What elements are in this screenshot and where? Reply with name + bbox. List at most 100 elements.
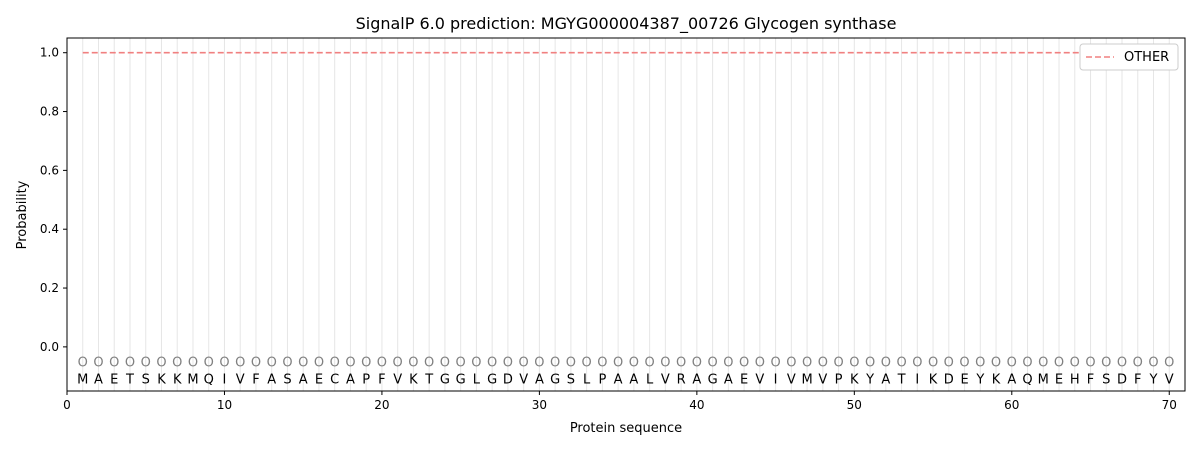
region-marker: O (629, 356, 639, 371)
residue-label: D (503, 372, 513, 387)
residue-label: V (236, 372, 245, 387)
residue-label: T (125, 372, 134, 387)
grid-lines (82, 38, 1170, 391)
residue-label: G (550, 372, 560, 387)
residue-label: A (692, 372, 701, 387)
region-marker: O (267, 356, 277, 371)
x-tick-label: 20 (374, 398, 389, 412)
residue-label: H (1070, 372, 1080, 387)
chart-title: SignalP 6.0 prediction: MGYG000004387_00… (356, 14, 897, 34)
y-axis-label: Probability (15, 180, 30, 249)
region-marker: O (550, 356, 560, 371)
residue-label: A (724, 372, 733, 387)
residue-label: D (1117, 372, 1127, 387)
residue-label: A (881, 372, 890, 387)
region-marker: O (660, 356, 670, 371)
region-marker: O (172, 356, 182, 371)
residue-label: A (629, 372, 638, 387)
region-marker: O (928, 356, 938, 371)
residue-label: E (1055, 372, 1063, 387)
region-marker: O (393, 356, 403, 371)
region-marker: O (1007, 356, 1017, 371)
region-marker: O (1022, 356, 1032, 371)
residue-label: I (223, 372, 227, 387)
region-marker: O (487, 356, 497, 371)
region-marker: O (377, 356, 387, 371)
x-tick-label: 10 (217, 398, 232, 412)
residue-label: A (535, 372, 544, 387)
region-marker: O (849, 356, 859, 371)
region-marker: O (613, 356, 623, 371)
residue-label: A (1007, 372, 1016, 387)
residue-label: Y (975, 372, 984, 387)
region-marker: O (456, 356, 466, 371)
region-marker: O (723, 356, 733, 371)
residue-label: T (424, 372, 433, 387)
region-marker: O (770, 356, 780, 371)
region-marker: O (1148, 356, 1158, 371)
region-marker: O (1085, 356, 1095, 371)
region-marker: O (597, 356, 607, 371)
plot-frame (66, 37, 1186, 392)
region-marker: O (912, 356, 922, 371)
residue-label: D (944, 372, 954, 387)
residue-label: M (1038, 372, 1049, 387)
residue-label: S (142, 372, 150, 387)
region-marker: O (1054, 356, 1064, 371)
y-tick-label: 0.0 (40, 340, 59, 354)
residue-label: P (598, 372, 606, 387)
residue-label: V (818, 372, 827, 387)
region-marker: O (219, 356, 229, 371)
residue-label: V (519, 372, 528, 387)
region-marker: O (1070, 356, 1080, 371)
region-marker: O (125, 356, 135, 371)
residue-label: F (378, 372, 385, 387)
region-marker: O (786, 356, 796, 371)
residue-label: C (330, 372, 339, 387)
residue-label: Y (1149, 372, 1158, 387)
region-marker: O (1164, 356, 1174, 371)
region-marker: O (471, 356, 481, 371)
residue-label: E (960, 372, 968, 387)
residue-label: A (267, 372, 276, 387)
residue-label: L (583, 372, 591, 387)
region-marker: O (78, 356, 88, 371)
region-marker: O (755, 356, 765, 371)
region-marker: O (109, 356, 119, 371)
x-tick-label: 30 (532, 398, 547, 412)
residue-label: E (740, 372, 748, 387)
region-marker: O (1038, 356, 1048, 371)
residue-label: K (409, 372, 418, 387)
region-marker: O (707, 356, 717, 371)
y-tick-label: 0.6 (40, 163, 59, 177)
residue-label: L (473, 372, 481, 387)
region-marker: O (141, 356, 151, 371)
residue-label: K (850, 372, 859, 387)
region-marker: O (188, 356, 198, 371)
y-tick-label: 0.4 (40, 222, 59, 236)
region-marker: O (896, 356, 906, 371)
residue-label: K (173, 372, 182, 387)
residue-label: P (835, 372, 843, 387)
legend: OTHER (1079, 43, 1179, 71)
residue-label: A (94, 372, 103, 387)
x-tick-label: 0 (63, 398, 71, 412)
region-marker: O (519, 356, 529, 371)
residue-label: S (567, 372, 575, 387)
region-marker: O (833, 356, 843, 371)
residue-label: M (77, 372, 88, 387)
region-marker: O (944, 356, 954, 371)
region-marker: O (440, 356, 450, 371)
residue-label: V (787, 372, 796, 387)
residue-label: F (1087, 372, 1094, 387)
region-marker: O (251, 356, 261, 371)
residue-label: A (614, 372, 623, 387)
residue-label: V (393, 372, 402, 387)
residue-label: V (661, 372, 670, 387)
residue-label: R (677, 372, 686, 387)
region-marker: O (282, 356, 292, 371)
region-marker: O (645, 356, 655, 371)
residue-label: E (315, 372, 323, 387)
region-marker: O (298, 356, 308, 371)
